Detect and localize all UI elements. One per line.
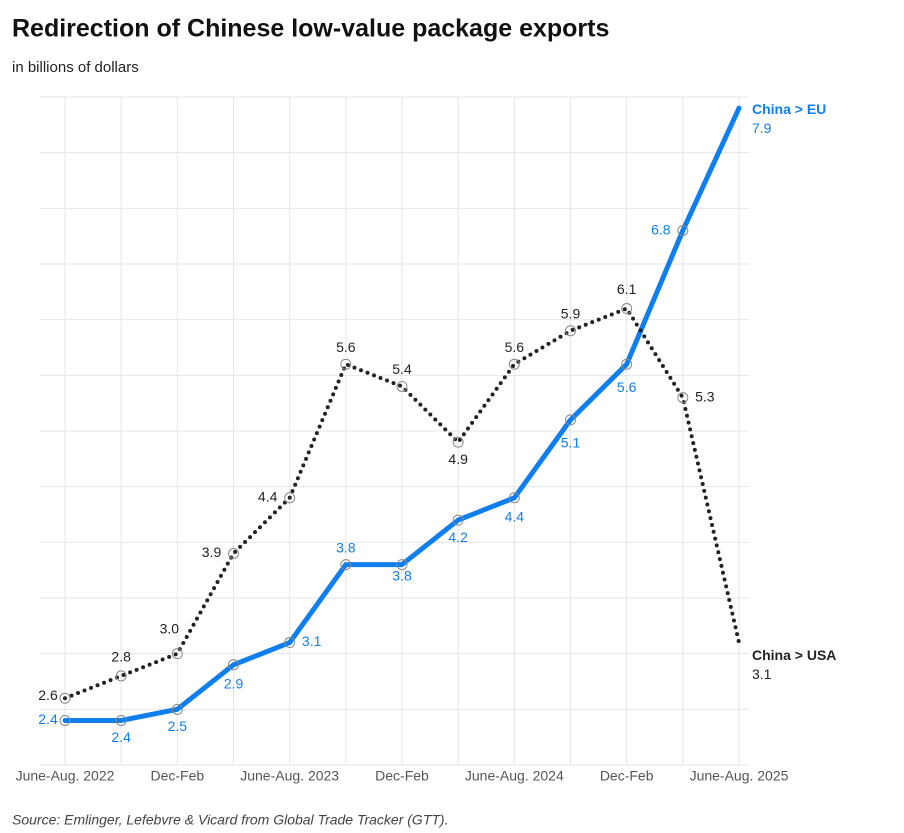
point-marker: [508, 358, 520, 370]
chart-title: Redirection of Chinese low-value package…: [12, 15, 609, 43]
x-tick-label: Dec-Feb: [600, 768, 654, 784]
point-marker: [565, 414, 576, 426]
data-label: 3.0: [160, 620, 180, 636]
data-label: 2.4: [111, 729, 131, 745]
point-marker: [452, 514, 464, 526]
data-label: 5.3: [695, 388, 715, 404]
data-label: 3.1: [302, 633, 322, 649]
point-marker: [396, 559, 408, 571]
chart-subtitle: in billions of dollars: [12, 59, 139, 76]
point-marker: [284, 492, 296, 504]
source: Source: Emlinger, Lefebvre & Vicard from…: [12, 812, 448, 828]
point-marker: [508, 492, 520, 504]
point-marker: [228, 659, 239, 671]
data-label: 2.5: [168, 718, 188, 734]
data-label: 2.4: [38, 711, 58, 727]
point-marker: [621, 358, 633, 370]
series-name: China > USA: [752, 647, 836, 663]
data-label: 3.8: [392, 567, 412, 583]
data-label: 2.9: [224, 676, 244, 692]
point-marker: [396, 380, 408, 392]
data-label: 2.8: [111, 649, 131, 665]
series-line: [63, 306, 741, 701]
x-tick-label: June-Aug. 2022: [16, 768, 115, 784]
series-line: [62, 105, 742, 723]
data-label: 6.1: [617, 281, 637, 297]
data-label: 4.4: [258, 489, 278, 505]
data-label: 4.9: [448, 451, 468, 467]
point-marker: [171, 703, 183, 715]
data-label: 6.8: [651, 221, 671, 237]
data-label: 5.6: [505, 339, 525, 355]
data-label: 3.8: [336, 539, 356, 555]
data-label: 5.6: [617, 379, 637, 395]
point-marker: [677, 392, 689, 404]
point-marker: [115, 670, 127, 682]
data-label: 5.9: [561, 306, 581, 322]
x-tick-label: June-Aug. 2024: [465, 768, 564, 784]
point-marker: [340, 358, 352, 370]
point-marker: [621, 303, 633, 315]
data-label: 3.1: [752, 666, 772, 682]
point-marker: [59, 714, 71, 726]
data-label: 3.9: [202, 544, 222, 560]
data-label: 5.6: [336, 339, 356, 355]
point-marker: [452, 436, 464, 448]
x-tick-label: June-Aug. 2025: [690, 768, 789, 784]
series-name: China > EU: [752, 101, 826, 117]
x-tick-label: June-Aug. 2023: [240, 768, 339, 784]
data-label: 4.4: [505, 509, 525, 525]
point-marker: [565, 325, 576, 337]
point-marker: [340, 559, 352, 571]
data-label: 2.6: [38, 687, 58, 703]
point-marker: [115, 714, 127, 726]
data-label: 5.4: [392, 361, 412, 377]
x-tick-label: Dec-Feb: [375, 768, 429, 784]
point-marker: [228, 547, 239, 559]
point-marker: [171, 648, 183, 660]
data-label: 4.2: [448, 529, 468, 545]
data-label: 5.1: [561, 435, 581, 451]
data-label: 7.9: [752, 120, 772, 136]
x-tick-label: Dec-Feb: [150, 768, 204, 784]
point-marker: [284, 637, 296, 649]
point-marker: [59, 692, 71, 704]
point-marker: [677, 225, 689, 237]
